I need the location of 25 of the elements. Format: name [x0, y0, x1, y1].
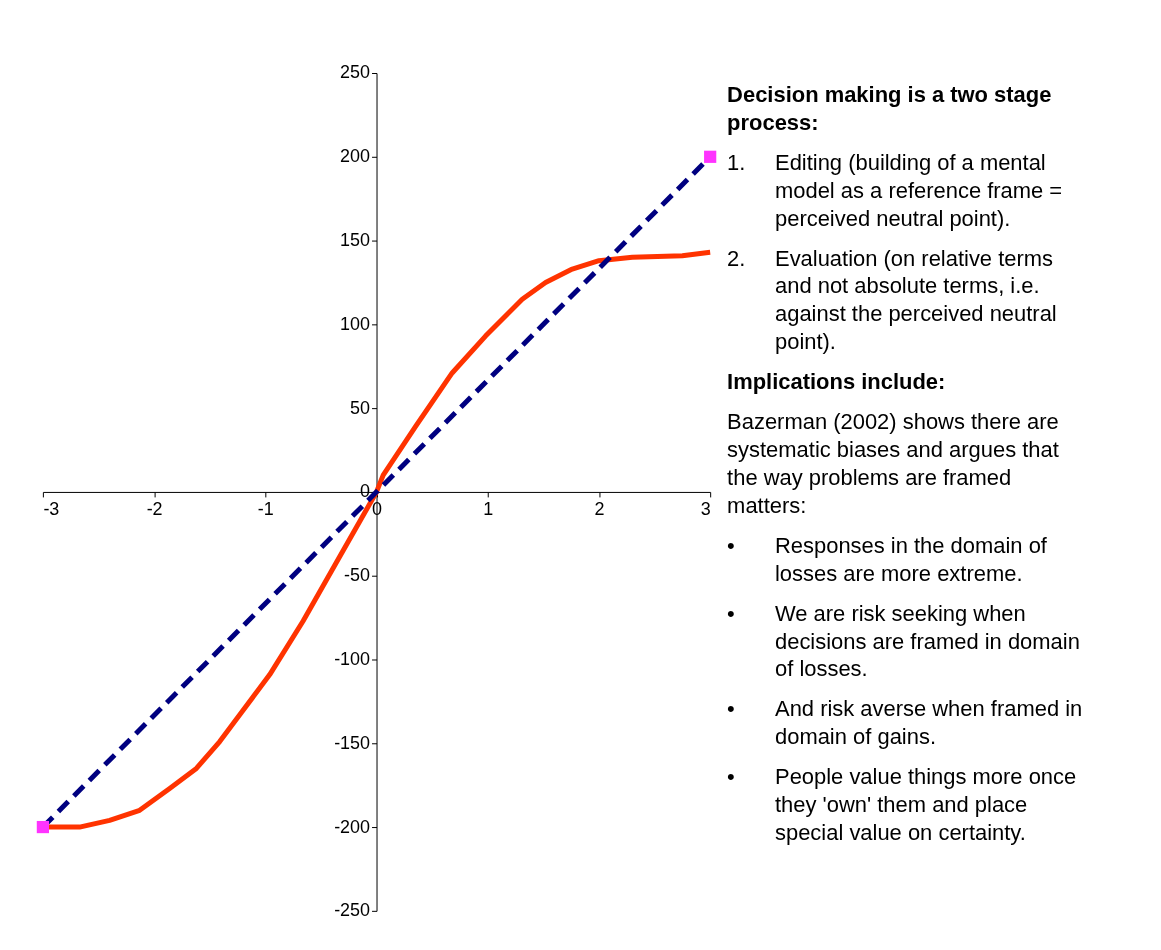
x-tick-label: -1 — [257, 499, 274, 520]
y-tick-label: -100 — [334, 648, 371, 669]
x-tick-label: 2 — [594, 499, 605, 520]
y-tick-label: -200 — [334, 816, 371, 837]
y-tick-label: -150 — [334, 732, 371, 753]
x-tick-label: -2 — [146, 499, 163, 520]
text: • People value things more once they 'own' them and place special value on certainty. — [727, 764, 1077, 846]
text: Bazerman (2002) shows there are systematic biases and argues that the way problems are framed matters: — [727, 409, 1059, 518]
y-tick-label: 250 — [340, 62, 371, 83]
text: Implications include: — [727, 369, 946, 395]
text: Decision making is a two stage process: — [727, 81, 1052, 135]
text: 1. Editing (building of a mental model as a reference frame = perceived neutral point). — [727, 149, 1063, 231]
text: 2. Evaluation (on relative terms and not absolute terms, i.e. against the perceived neutral point). — [727, 245, 1057, 355]
x-tick-label: 1 — [483, 499, 494, 520]
y-tick-label: 150 — [340, 230, 371, 251]
y-tick-label: -50 — [344, 565, 371, 586]
x-tick-label: -3 — [43, 499, 60, 520]
y-tick-label: 100 — [340, 313, 371, 334]
y-tick-label: -250 — [334, 900, 371, 921]
text: • We are risk seeking when decisions are framed in domain of losses. — [727, 600, 1080, 682]
y-tick-label: 200 — [340, 146, 371, 167]
y-tick-label: 50 — [350, 397, 371, 418]
x-tick-label: 3 — [700, 499, 711, 520]
text: • Responses in the domain of losses are more extreme. — [727, 532, 1047, 586]
text: • And risk averse when framed in domain of gains. — [727, 696, 1083, 750]
